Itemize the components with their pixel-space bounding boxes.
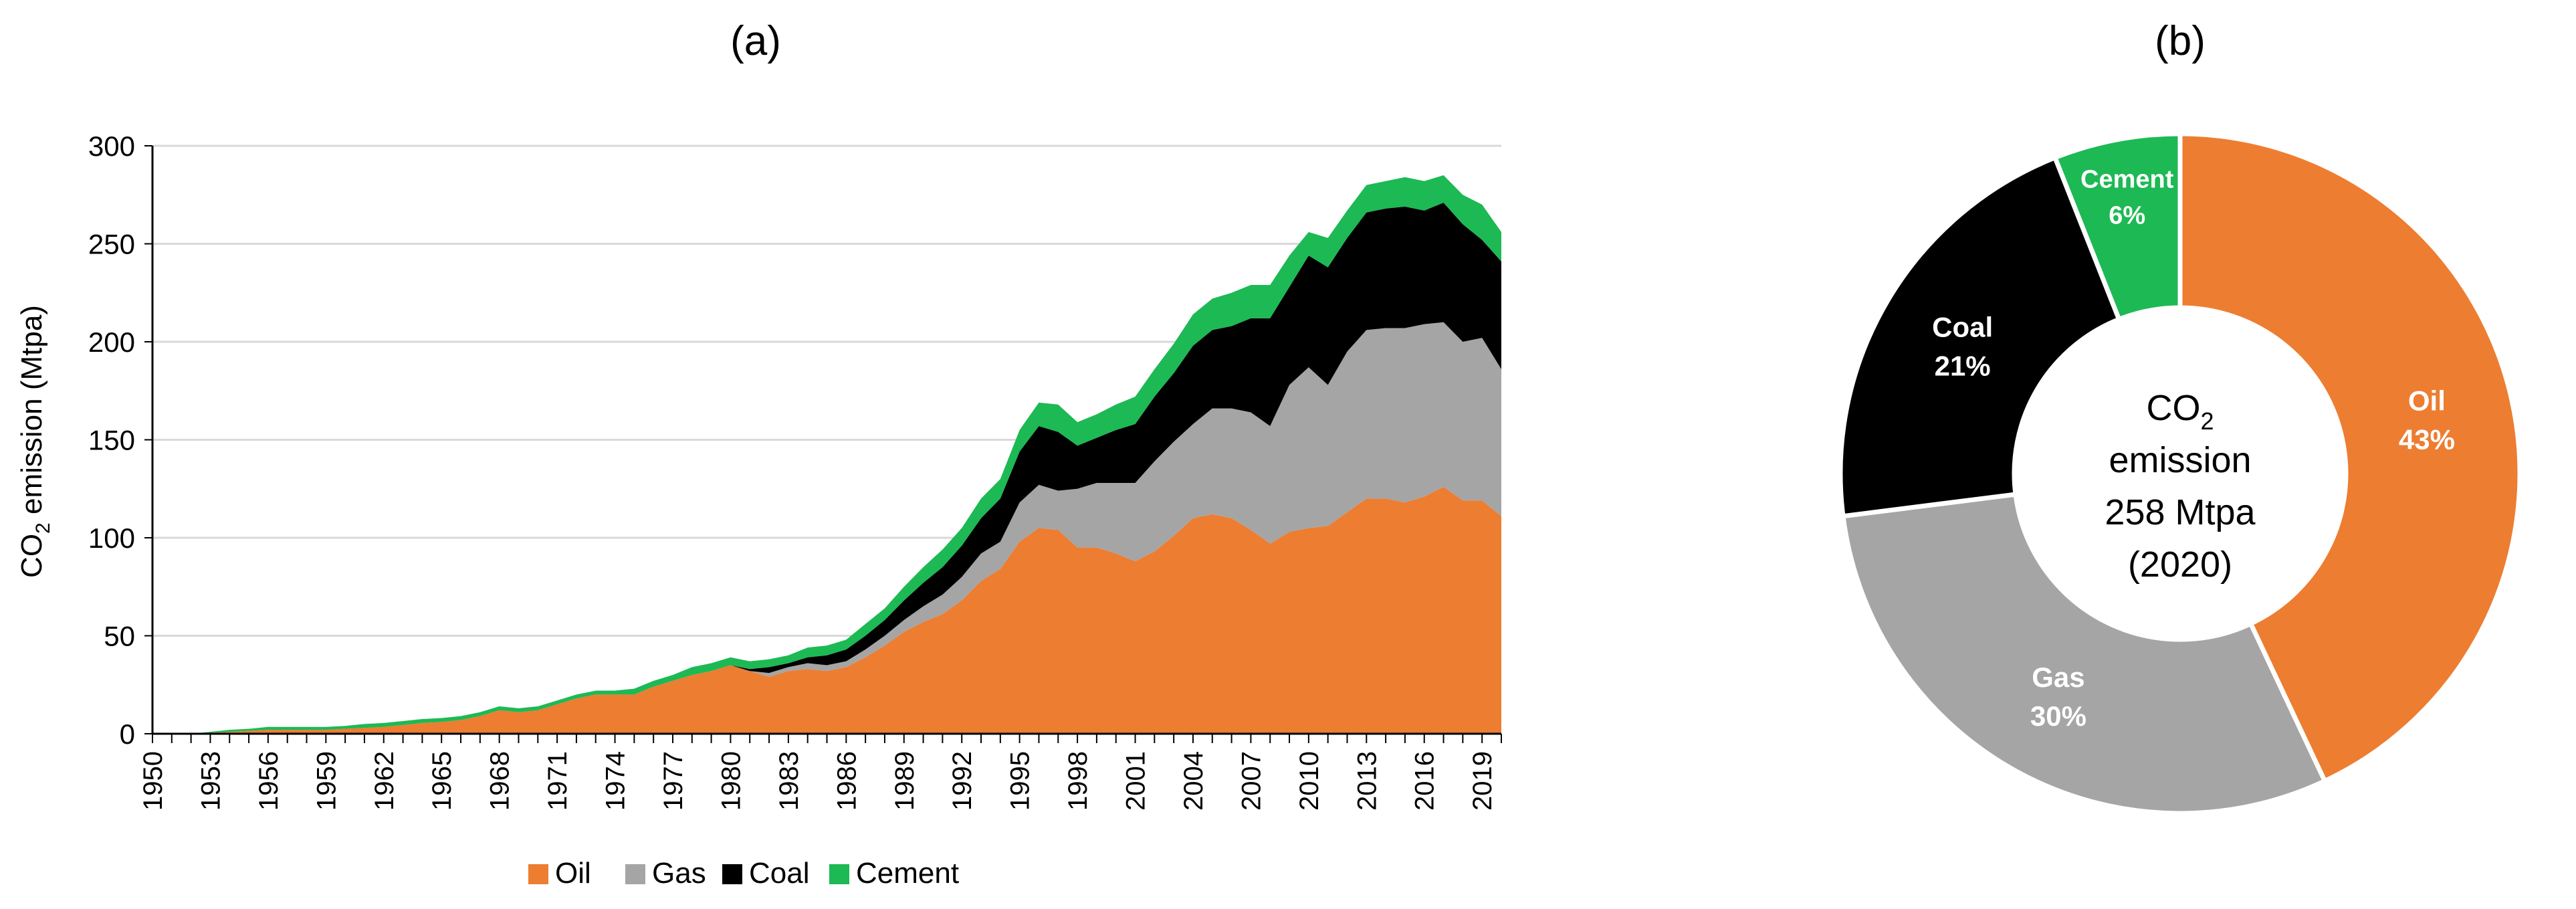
center-line-2: emission — [2109, 440, 2251, 480]
y-tick-labels: 0 50 100 150 200 250 300 — [88, 130, 135, 750]
axes — [144, 145, 1502, 743]
legend-label-gas: Gas — [652, 857, 706, 890]
center-line-4: (2020) — [2128, 544, 2232, 585]
slice-name-oil: Oil — [2408, 385, 2446, 417]
x-tick-label: 2016 — [1410, 751, 1440, 811]
y-tick-label: 50 — [104, 621, 135, 652]
y-tick-label: 100 — [88, 522, 135, 554]
legend-swatch-gas — [625, 864, 645, 884]
legend-label-cement: Cement — [856, 857, 959, 890]
y-tick-label: 150 — [88, 425, 135, 456]
x-tick-label: 1989 — [890, 751, 920, 811]
y-tick-label: 0 — [120, 718, 135, 750]
stacked-areas — [152, 175, 1501, 734]
legend: Oil Gas Coal Cement — [528, 857, 959, 890]
slice-name-gas: Gas — [2032, 662, 2084, 693]
area-coal — [152, 202, 1501, 734]
area-gas — [152, 322, 1501, 734]
x-tick-label: 1995 — [1006, 751, 1035, 811]
y-label-rest: emission (Mtpa) — [15, 305, 48, 522]
donut-slice-gas — [1840, 492, 2328, 816]
donut-slice-cement — [2052, 131, 2183, 322]
legend-label-coal: Coal — [749, 857, 810, 890]
slice-pct-cement: 6% — [2109, 201, 2145, 229]
slice-pct-oil: 43% — [2399, 424, 2455, 456]
donut-chart-title: (b) — [2155, 18, 2206, 64]
x-tick-label: 2010 — [1295, 751, 1324, 811]
slice-pct-coal: 21% — [1935, 350, 1991, 382]
y-tick-label: 250 — [88, 229, 135, 260]
x-tick-label: 1959 — [312, 751, 341, 811]
legend-swatch-oil — [528, 864, 548, 884]
x-tick-label: 1950 — [138, 751, 168, 811]
donut-slice-oil — [2177, 131, 2523, 785]
x-tick-label: 1992 — [948, 751, 977, 811]
x-tick-label: 2019 — [1468, 751, 1497, 811]
x-tick-label: 1962 — [370, 751, 399, 811]
x-tick-label: 1986 — [832, 751, 861, 811]
x-tick-label: 1980 — [716, 751, 746, 811]
donut-slices — [1838, 131, 2523, 816]
x-tick-label: 1971 — [543, 751, 572, 811]
x-tick-label: 1983 — [774, 751, 804, 811]
y-axis-label: CO2 emission (Mtpa) — [15, 305, 54, 578]
y-tick-label: 300 — [88, 130, 135, 162]
donut-slice-labels: Oil 43% Gas 30% Coal 21% Cement 6% — [1932, 165, 2455, 732]
x-tick-label: 1953 — [196, 751, 225, 811]
x-tick-label: 2007 — [1237, 751, 1266, 811]
x-tick-label: 2001 — [1121, 751, 1151, 811]
area-oil — [152, 486, 1501, 734]
y-label-subscript: 2 — [32, 522, 54, 534]
donut-chart-panel: (b) Oil 43% Gas 30% Coal 21% Cement 6% CO2 emiss… — [1838, 18, 2523, 816]
x-tick-label: 1974 — [601, 751, 631, 811]
center-line-co2: CO2 — [2146, 388, 2214, 435]
slice-pct-gas: 30% — [2030, 700, 2086, 732]
x-tick-label: 1998 — [1063, 751, 1093, 811]
x-tick-label: 1965 — [427, 751, 457, 811]
x-tick-label: 1968 — [486, 751, 515, 811]
y-tick-label: 200 — [88, 326, 135, 358]
center-line-3: 258 Mtpa — [2105, 492, 2256, 532]
x-tick-label: 1956 — [254, 751, 284, 811]
legend-swatch-coal — [722, 864, 742, 884]
area-chart-title: (a) — [730, 18, 781, 64]
donut-center-text: CO2 emission 258 Mtpa (2020) — [2105, 388, 2256, 585]
x-tick-label: 2004 — [1179, 751, 1208, 811]
x-tick-label: 2013 — [1352, 751, 1382, 811]
donut-slice-coal — [1838, 155, 2123, 519]
x-tick-labels: 1950 1953 1956 1959 1962 1965 1968 1971 1974 1977… — [138, 751, 1497, 811]
legend-label-oil: Oil — [555, 857, 591, 890]
x-tick-label: 1977 — [659, 751, 688, 811]
slice-name-cement: Cement — [2080, 165, 2174, 193]
legend-swatch-cement — [829, 864, 849, 884]
slice-name-coal: Coal — [1932, 312, 1993, 343]
y-label-co: CO — [15, 534, 48, 578]
